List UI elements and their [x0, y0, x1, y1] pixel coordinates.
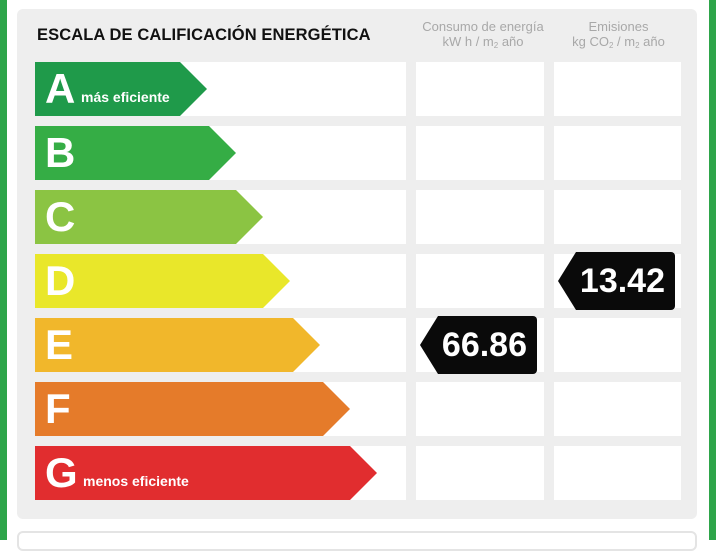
rating-letter: B	[45, 129, 76, 176]
rating-bar-b: B	[35, 126, 236, 180]
emissions-value-badge: 13.42	[558, 252, 675, 310]
rating-sublabel: menos eficiente	[83, 473, 189, 489]
emissions-header-line1: Emisiones	[588, 19, 649, 34]
consumption-cell-g	[416, 446, 544, 500]
consumption-cell-b	[416, 126, 544, 180]
frame-left-border	[0, 0, 7, 540]
next-panel-edge	[17, 531, 697, 551]
rating-bar-f: F	[35, 382, 350, 436]
rating-letter: D	[45, 257, 76, 304]
consumption-cell-a	[416, 62, 544, 116]
emissions-cell-f	[554, 382, 681, 436]
emissions-cell-b	[554, 126, 681, 180]
consumption-header-unit: kW h / m2 año	[442, 34, 524, 50]
emissions-column-header: Emisiones kg CO2 / m2 año	[551, 19, 686, 53]
emissions-cell-c	[554, 190, 681, 244]
rating-bar-d: D	[35, 254, 290, 308]
emissions-cell-a	[554, 62, 681, 116]
consumption-cell-c	[416, 190, 544, 244]
rating-letter: A	[45, 65, 76, 112]
emissions-cell-g	[554, 446, 681, 500]
rating-letter: G	[45, 449, 78, 496]
rating-letter: C	[45, 193, 76, 240]
consumption-header-line1: Consumo de energía	[422, 19, 544, 34]
rating-bar-c: C	[35, 190, 263, 244]
consumption-cell-f	[416, 382, 544, 436]
consumption-value-badge: 66.86	[420, 316, 537, 374]
rating-sublabel: más eficiente	[81, 89, 170, 105]
rating-letter: F	[45, 385, 71, 432]
frame-right-border	[709, 0, 716, 540]
emissions-cell-e	[554, 318, 681, 372]
rating-bar-e: E	[35, 318, 320, 372]
consumption-cell-d	[416, 254, 544, 308]
consumption-column-header: Consumo de energía kW h / m2 año	[413, 19, 553, 53]
emissions-header-unit: kg CO2 / m2 año	[572, 34, 665, 50]
scale-title: ESCALA DE CALIFICACIÓN ENERGÉTICA	[37, 26, 371, 44]
rating-letter: E	[45, 321, 74, 368]
